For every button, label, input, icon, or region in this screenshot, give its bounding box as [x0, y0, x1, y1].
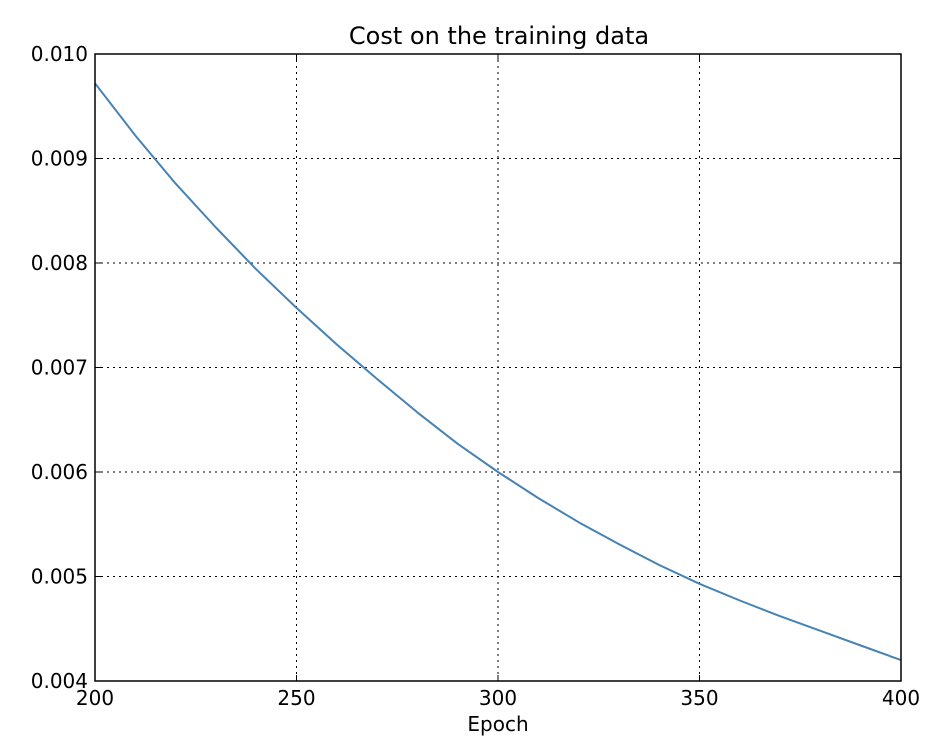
- x-tick-label: 400: [882, 686, 920, 710]
- y-tick-label: 0.005: [31, 565, 88, 589]
- grid-layer: [95, 54, 901, 681]
- tick-label-layer: 200 250 300 350 400 0.004 0.005 0.006 0.007 0.008…: [31, 42, 920, 710]
- x-tick-label: 300: [479, 686, 517, 710]
- x-tick-label: 350: [680, 686, 718, 710]
- y-tick-label: 0.007: [31, 356, 88, 380]
- series-line: [94, 82, 902, 662]
- y-tick-label: 0.010: [31, 42, 88, 66]
- chart-title: Cost on the training data: [349, 22, 649, 50]
- y-tick-label: 0.004: [31, 669, 88, 693]
- y-tick-label: 0.009: [31, 147, 88, 171]
- series-layer: [94, 82, 902, 662]
- plot-frame: [94, 53, 902, 682]
- y-tick-label: 0.006: [31, 460, 88, 484]
- x-tick-label: 250: [277, 686, 315, 710]
- x-axis-label: Epoch: [467, 712, 528, 736]
- x-tick-label: 200: [76, 686, 114, 710]
- y-tick-label: 0.008: [31, 251, 88, 275]
